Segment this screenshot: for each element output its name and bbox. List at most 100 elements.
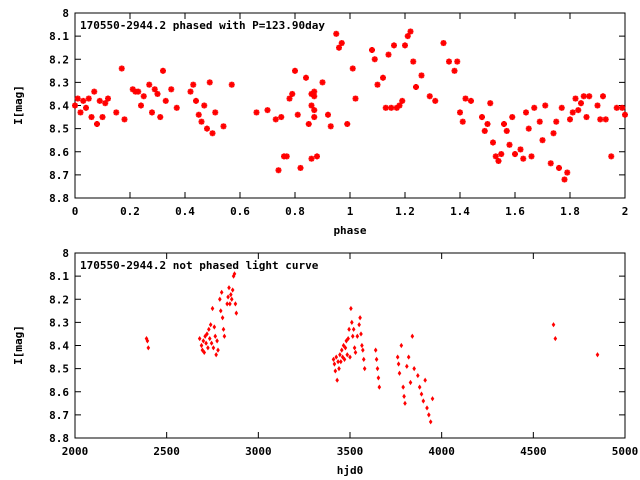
data-point [283, 153, 290, 160]
data-point [105, 95, 111, 102]
data-point [204, 125, 210, 132]
phased-data-points [72, 28, 628, 183]
data-point [512, 151, 518, 158]
y-tick-label: 8.2 [49, 293, 69, 306]
data-point [427, 412, 431, 418]
data-point [149, 109, 155, 116]
data-point [187, 88, 194, 95]
data-point [503, 127, 510, 134]
data-point [402, 42, 408, 49]
data-point [297, 164, 304, 171]
data-point [121, 116, 128, 123]
x-tick-label: 1.4 [450, 205, 470, 218]
data-point [352, 95, 359, 102]
phased-light-curve-panel: 170550-2944.2 phased with P=123.90day ph… [12, 7, 628, 237]
data-point [404, 33, 411, 40]
data-point [337, 366, 341, 372]
data-point [305, 121, 312, 127]
data-point [74, 95, 81, 102]
data-point [347, 326, 351, 332]
data-point [226, 294, 230, 300]
y-tick-label: 8 [62, 247, 69, 260]
data-point [213, 333, 218, 339]
x-tick-label: 2 [622, 205, 629, 218]
data-point [380, 74, 386, 81]
data-point [145, 338, 150, 344]
data-point [419, 391, 424, 397]
data-point [232, 271, 237, 277]
data-point [344, 121, 351, 127]
data-point [206, 79, 213, 86]
data-point [375, 366, 380, 372]
data-point [550, 130, 557, 137]
data-point [208, 322, 213, 328]
y-tick-label: 8.8 [49, 192, 69, 205]
data-point [197, 335, 202, 342]
data-point [369, 47, 375, 53]
data-point [157, 114, 164, 121]
data-point [140, 93, 147, 100]
y-tick-label: 8.8 [49, 432, 69, 445]
data-point [410, 58, 417, 65]
data-point [396, 361, 401, 367]
data-point [233, 301, 238, 307]
data-point [215, 338, 219, 344]
y-tick-label: 8.3 [49, 316, 69, 329]
data-point [222, 333, 227, 339]
data-point [339, 359, 343, 365]
data-point [406, 354, 411, 360]
data-point [374, 356, 379, 362]
x-tick-label: 2000 [62, 445, 89, 458]
data-point [495, 158, 502, 164]
data-point [423, 377, 427, 383]
data-point [206, 345, 210, 351]
data-point [396, 102, 403, 109]
data-point [385, 51, 392, 58]
data-point [311, 107, 318, 114]
data-point [135, 88, 142, 95]
x-tick-label: 0 [72, 205, 79, 218]
data-point [348, 354, 352, 360]
data-point [556, 164, 562, 171]
data-point [80, 97, 87, 104]
data-point [421, 398, 426, 404]
data-point [218, 308, 223, 314]
unphased-plot-title: 170550-2944.2 not phased light curve [80, 259, 319, 272]
data-point [374, 81, 381, 88]
x-tick-label: 3500 [337, 445, 364, 458]
data-point [334, 354, 339, 360]
x-tick-label: 0.6 [230, 205, 250, 218]
y-tick-label: 8 [62, 7, 69, 20]
data-point [553, 118, 560, 125]
data-point [85, 95, 92, 102]
data-point [138, 102, 144, 109]
data-point [94, 121, 100, 127]
y-tick-label: 8.1 [49, 270, 69, 283]
data-point [335, 377, 339, 383]
data-point [361, 347, 365, 353]
y-tick-label: 8.5 [49, 123, 69, 136]
x-tick-label: 0.4 [175, 205, 195, 218]
unphased-axis-ticks: 2000 2500 3000 3500 4000 4500 5000 8 8.1 8.2 8.3 8.… [49, 247, 638, 458]
y-tick-label: 8.5 [49, 363, 69, 376]
y-tick-label: 8.7 [49, 409, 69, 422]
data-point [399, 97, 406, 104]
phased-x-axis-label: phase [333, 224, 366, 237]
data-point [332, 361, 337, 367]
data-point [201, 338, 206, 344]
data-point [547, 160, 554, 167]
data-point [583, 114, 590, 121]
data-point [212, 324, 217, 330]
data-point [426, 93, 433, 100]
data-point [198, 118, 205, 125]
data-point [333, 30, 340, 37]
data-point [278, 114, 285, 121]
data-point [531, 104, 538, 111]
data-point [371, 56, 378, 63]
data-point [528, 153, 535, 160]
data-point [459, 118, 466, 125]
data-point [207, 335, 212, 342]
data-point [498, 151, 505, 158]
x-tick-label: 0.8 [285, 205, 305, 218]
